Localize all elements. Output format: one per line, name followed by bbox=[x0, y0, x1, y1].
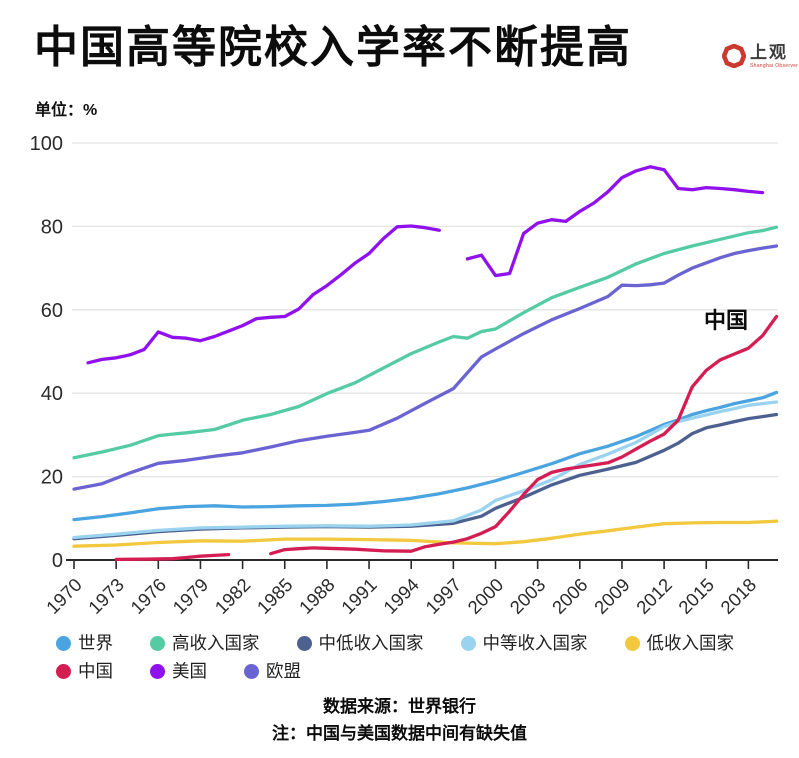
chart-footer: 数据来源：世界银行 注：中国与美国数据中间有缺失值 bbox=[0, 693, 799, 747]
shanghai-observer-logo-icon bbox=[722, 44, 746, 68]
x-tick-label-2018: 2018 bbox=[716, 574, 760, 618]
series-line-6-seg-0 bbox=[86, 224, 441, 365]
legend-dot-icon bbox=[56, 664, 71, 679]
brand-text: 上观 Shanghai Observer bbox=[750, 43, 799, 69]
x-tick-label-1976: 1976 bbox=[126, 574, 170, 618]
legend-item-6: 美国 bbox=[150, 659, 207, 684]
series-line-5-seg-0 bbox=[114, 552, 231, 562]
x-tick-label-2009: 2009 bbox=[590, 574, 634, 618]
y-tick-label-20: 20 bbox=[41, 467, 63, 489]
y-tick-label-0: 0 bbox=[52, 550, 63, 572]
series-line-6-seg-1 bbox=[465, 165, 765, 278]
x-tick-label-1997: 1997 bbox=[421, 574, 465, 618]
legend-label: 美国 bbox=[172, 661, 207, 681]
legend-item-4: 低收入国家 bbox=[624, 631, 735, 656]
x-tick-label-1994: 1994 bbox=[379, 574, 423, 618]
x-tick-label-1973: 1973 bbox=[84, 574, 128, 618]
missing-data-note: 注：中国与美国数据中间有缺失值 bbox=[272, 724, 527, 743]
x-tick-label-1970: 1970 bbox=[42, 574, 86, 618]
brand-logo: 上观 Shanghai Observer bbox=[722, 43, 799, 69]
x-tick-label-2000: 2000 bbox=[463, 574, 507, 618]
series-line-4-seg-0 bbox=[72, 519, 779, 548]
x-tick-label-1985: 1985 bbox=[253, 574, 297, 618]
legend-item-2: 中低收入国家 bbox=[296, 631, 424, 656]
legend-dot-icon bbox=[150, 636, 165, 651]
legend-label: 中国 bbox=[78, 661, 113, 681]
legend-dot-icon bbox=[150, 664, 165, 679]
x-tick-label-2015: 2015 bbox=[674, 574, 718, 618]
series-line-7-seg-0 bbox=[72, 244, 779, 491]
legend-dot-icon bbox=[624, 636, 640, 651]
x-tick-label-1982: 1982 bbox=[210, 574, 254, 618]
legend-label: 中等收入国家 bbox=[482, 633, 588, 653]
y-tick-label-100: 100 bbox=[30, 133, 63, 155]
legend-item-7: 欧盟 bbox=[244, 659, 301, 684]
series-line-5-seg-1 bbox=[269, 314, 779, 556]
chart-legend: 世界 高收入国家 中低收入国家 中等收入国家 低收入国家中国 美国 欧盟 bbox=[56, 631, 776, 684]
x-tick-label-2003: 2003 bbox=[506, 574, 550, 618]
brand-subtitle: Shanghai Observer bbox=[750, 62, 799, 69]
series-line-0-seg-0 bbox=[72, 390, 779, 522]
legend-dot-icon bbox=[460, 636, 476, 651]
legend-item-5: 中国 bbox=[56, 659, 113, 684]
data-source-note: 数据来源：世界银行 bbox=[323, 697, 476, 716]
y-tick-label-40: 40 bbox=[41, 383, 63, 405]
legend-label: 高收入国家 bbox=[172, 633, 260, 653]
x-tick-label-2012: 2012 bbox=[632, 574, 676, 618]
x-tick-label-1979: 1979 bbox=[168, 574, 212, 618]
unit-label: 单位：% bbox=[35, 102, 98, 119]
legend-label: 欧盟 bbox=[266, 661, 301, 681]
series-line-1-seg-0 bbox=[72, 225, 779, 460]
legend-label: 中低收入国家 bbox=[318, 633, 424, 653]
x-tick-label-2006: 2006 bbox=[548, 574, 592, 618]
x-tick-label-1988: 1988 bbox=[295, 574, 339, 618]
legend-dot-icon bbox=[244, 664, 259, 679]
legend-label: 世界 bbox=[78, 633, 113, 653]
legend-item-3: 中等收入国家 bbox=[460, 631, 588, 656]
brand-name: 上观 bbox=[750, 43, 788, 62]
series-line-3-seg-0 bbox=[72, 400, 779, 540]
legend-row-2: 中国 美国 欧盟 bbox=[56, 659, 776, 684]
legend-row-1: 世界 高收入国家 中低收入国家 中等收入国家 低收入国家 bbox=[56, 631, 776, 656]
x-tick-label-1991: 1991 bbox=[337, 574, 381, 618]
legend-item-0: 世界 bbox=[56, 631, 113, 656]
legend-dot-icon bbox=[56, 636, 71, 651]
y-tick-label-80: 80 bbox=[41, 216, 63, 238]
legend-item-1: 高收入国家 bbox=[150, 631, 260, 656]
y-tick-label-60: 60 bbox=[41, 300, 63, 322]
legend-label: 低收入国家 bbox=[646, 633, 735, 653]
china-series-annotation: 中国 bbox=[704, 308, 749, 333]
page-title: 中国高等院校入学率不断提高 bbox=[34, 23, 632, 72]
legend-dot-icon bbox=[296, 636, 312, 651]
